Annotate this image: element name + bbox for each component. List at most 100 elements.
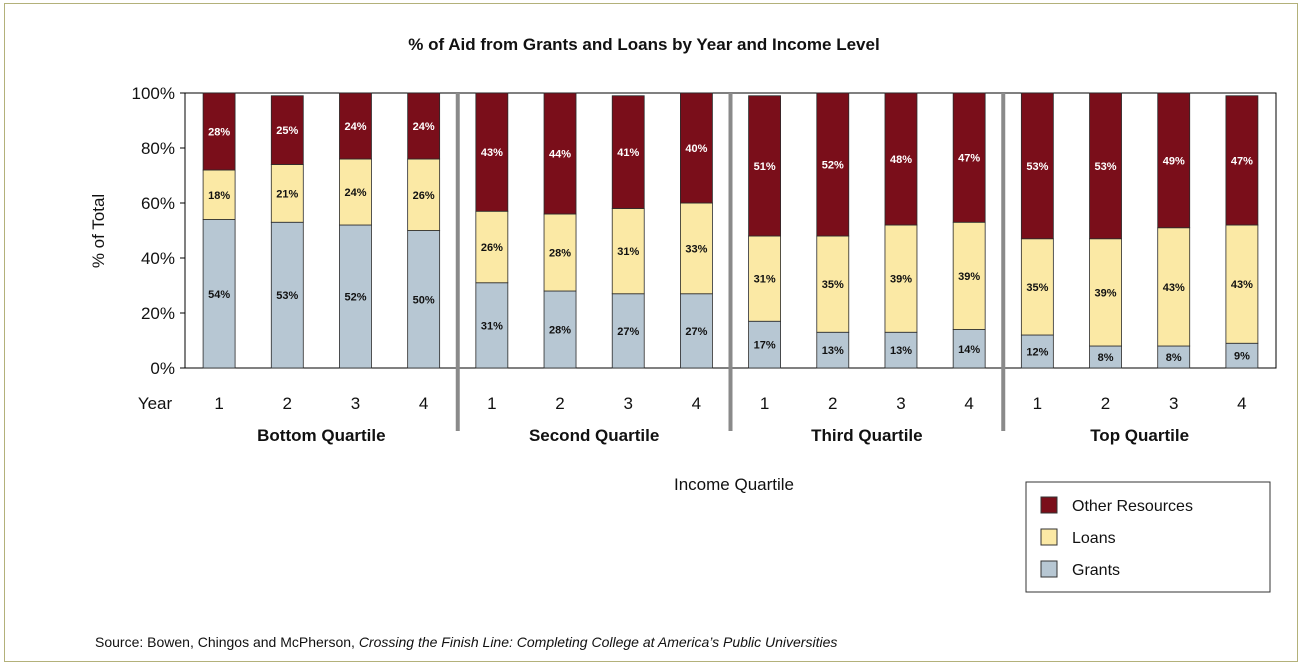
bar-other-resources: [1225, 95, 1259, 226]
data-label: 39%: [958, 271, 980, 283]
bar-other-resources: [1020, 92, 1054, 240]
y-tick-label: 40%: [141, 249, 175, 268]
bar-grants: [611, 293, 645, 369]
year-label: 2: [555, 394, 564, 413]
data-label: 28%: [208, 127, 230, 139]
y-tick-label: 20%: [141, 304, 175, 323]
bar-other-resources: [339, 92, 372, 160]
bar-grants: [952, 329, 986, 369]
legend-swatch-grants: [1040, 560, 1058, 578]
bar-loans: [680, 202, 713, 295]
data-label: 13%: [890, 345, 912, 357]
year-label: 2: [1101, 394, 1110, 413]
bar-grants: [1225, 342, 1259, 369]
bar-grants: [270, 221, 304, 369]
data-label: 31%: [481, 320, 503, 332]
data-label: 40%: [685, 143, 707, 155]
bar-grants: [339, 224, 372, 369]
data-label: 44%: [549, 149, 571, 161]
bar-grants: [1020, 334, 1054, 369]
data-label: 24%: [344, 121, 366, 133]
year-label: 2: [283, 394, 292, 413]
bar-grants: [816, 331, 850, 369]
bar-other-resources: [1089, 92, 1122, 240]
data-label: 50%: [413, 294, 435, 306]
legend-label: Loans: [1072, 530, 1116, 547]
group-label: Top Quartile: [1090, 426, 1189, 445]
group-label: Third Quartile: [811, 426, 922, 445]
data-label: 8%: [1098, 352, 1114, 364]
data-label: 26%: [481, 242, 503, 254]
bar-loans: [611, 208, 645, 295]
data-label: 8%: [1166, 352, 1182, 364]
data-label: 43%: [481, 147, 503, 159]
data-label: 41%: [617, 147, 639, 159]
data-label: 17%: [754, 340, 776, 352]
data-label: 52%: [344, 292, 366, 304]
year-label: 3: [623, 394, 632, 413]
bar-loans: [543, 213, 577, 292]
year-label: 4: [964, 394, 973, 413]
data-label: 14%: [958, 344, 980, 356]
bar-other-resources: [1157, 92, 1191, 229]
bar-loans: [1089, 238, 1122, 347]
data-label: 39%: [1095, 287, 1117, 299]
year-label: 1: [760, 394, 769, 413]
bar-other-resources: [407, 92, 441, 160]
year-label: 3: [896, 394, 905, 413]
bar-grants: [407, 230, 441, 369]
group-label: Second Quartile: [529, 426, 659, 445]
y-tick-label: 80%: [141, 139, 175, 158]
year-label: 4: [1237, 394, 1246, 413]
bar-loans: [475, 210, 509, 284]
year-label: 2: [828, 394, 837, 413]
year-label: 1: [214, 394, 223, 413]
data-label: 53%: [1095, 161, 1117, 173]
x-axis-label: Income Quartile: [674, 475, 794, 494]
bar-other-resources: [952, 92, 986, 223]
data-label: 51%: [754, 161, 776, 173]
bar-grants: [475, 282, 509, 369]
source-prefix: Source: Bowen, Chingos and McPherson,: [95, 634, 359, 650]
data-label: 43%: [1163, 282, 1185, 294]
bar-other-resources: [202, 92, 236, 171]
data-label: 39%: [890, 274, 912, 286]
bar-loans: [884, 224, 918, 333]
data-label: 24%: [413, 121, 435, 133]
group-label: Bottom Quartile: [257, 426, 385, 445]
data-label: 21%: [276, 188, 298, 200]
bar-other-resources: [884, 92, 918, 226]
y-axis-label: % of Total: [89, 194, 108, 268]
data-label: 48%: [890, 154, 912, 166]
chart-title: % of Aid from Grants and Loans by Year a…: [408, 35, 879, 54]
data-label: 53%: [1026, 161, 1048, 173]
data-label: 31%: [617, 246, 639, 258]
bar-loans: [1225, 224, 1259, 344]
data-label: 13%: [822, 345, 844, 357]
data-label: 12%: [1026, 347, 1048, 359]
data-label: 47%: [1231, 155, 1253, 167]
data-label: 49%: [1163, 155, 1185, 167]
legend-swatch-other-resources: [1040, 496, 1058, 514]
data-label: 27%: [685, 326, 707, 338]
legend-label: Grants: [1072, 562, 1120, 579]
bar-other-resources: [543, 92, 577, 215]
data-label: 26%: [413, 190, 435, 202]
bar-loans: [748, 235, 781, 322]
data-label: 47%: [958, 153, 980, 165]
data-label: 53%: [276, 290, 298, 302]
bar-loans: [407, 158, 441, 231]
bar-loans: [952, 221, 986, 330]
bar-other-resources: [611, 95, 645, 209]
bar-other-resources: [270, 95, 304, 165]
bar-grants: [202, 219, 236, 369]
year-label: 1: [487, 394, 496, 413]
data-label: 24%: [344, 187, 366, 199]
year-label: 1: [1033, 394, 1042, 413]
data-label: 27%: [617, 326, 639, 338]
bar-other-resources: [816, 92, 850, 237]
data-label: 28%: [549, 248, 571, 260]
y-tick-label: 100%: [132, 84, 175, 103]
data-label: 43%: [1231, 279, 1253, 291]
